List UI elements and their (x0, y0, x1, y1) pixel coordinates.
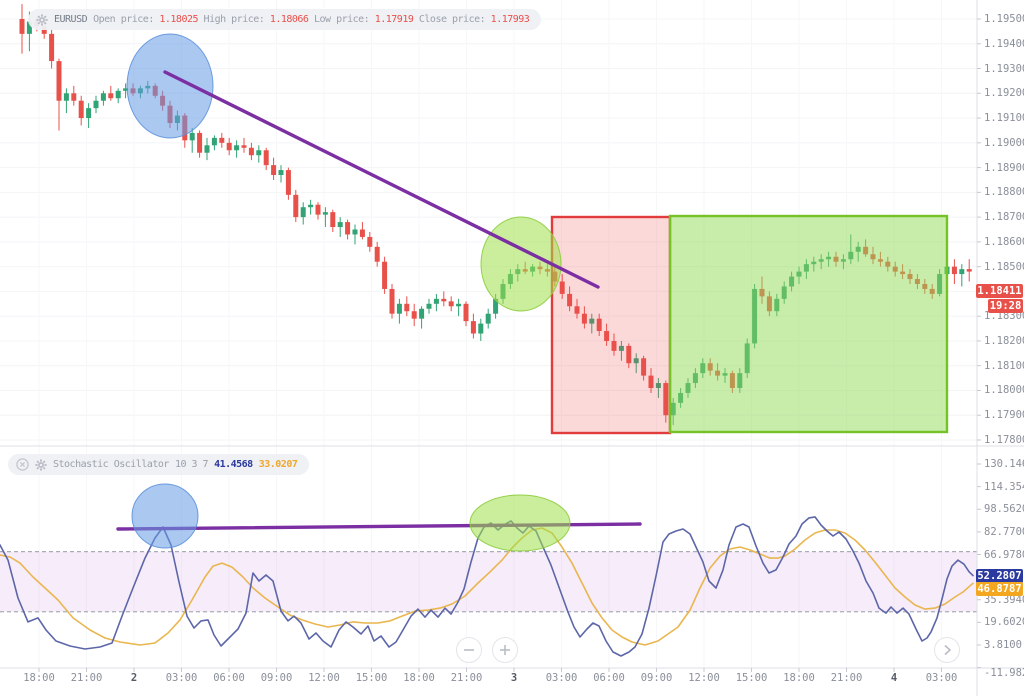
stoch-green-ellipse-annotation[interactable] (469, 494, 571, 552)
red-zone-annotation[interactable] (550, 215, 672, 435)
indicator-title: Stochastic Oscillator (53, 459, 169, 470)
time-axis-label: 21:00 (830, 672, 863, 684)
time-axis-label: 18:00 (23, 672, 55, 684)
zoom-out-button[interactable] (456, 637, 482, 663)
time-axis-label: 06:00 (213, 672, 245, 684)
stoch-k-badge: 52.2807 (976, 569, 1023, 583)
stoch-axis-label: 19.6020 (984, 616, 1024, 629)
ohlc-label: Open price: (93, 14, 160, 25)
gear-icon[interactable] (36, 13, 48, 26)
stoch-axis-label: 114.3540 (984, 480, 1024, 493)
time-axis-label: 12:00 (308, 672, 340, 684)
trendline-annotation[interactable] (163, 70, 600, 289)
price-axis-label: 1.18100 (984, 359, 1024, 372)
close-icon[interactable] (16, 458, 29, 471)
price-axis-label: 1.18600 (984, 235, 1024, 248)
countdown-badge: 19:28 (988, 299, 1023, 313)
ohlc-value: 1.17993 (490, 14, 530, 25)
symbol-ohlc-pill: EURUSD Open price: 1.18025 High price: 1… (28, 9, 542, 30)
indicator-params: 10 3 7 (174, 459, 209, 470)
ohlc-value: 1.18066 (269, 14, 309, 25)
price-axis-label: 1.19400 (984, 37, 1024, 50)
time-axis-day-label: 2 (130, 672, 138, 684)
ohlc-label: Close price: (413, 14, 491, 25)
time-axis-label: 03:00 (925, 672, 958, 684)
price-axis-label: 1.18900 (984, 161, 1024, 174)
time-axis-label: 09:00 (640, 672, 673, 684)
stoch-band (0, 551, 977, 612)
time-axis-label: 18:00 (783, 672, 815, 684)
time-axis-label: 06:00 (593, 672, 625, 684)
stoch-axis-label: 82.7700 (984, 525, 1024, 538)
ohlc-value: 1.18025 (159, 14, 199, 25)
price-axis-label: 1.18700 (984, 211, 1024, 224)
price-axis-label: 1.17800 (984, 434, 1024, 446)
stoch-axis-label: 3.8100 (984, 639, 1022, 651)
indicator-d-value: 33.0207 (258, 459, 298, 470)
price-axis-label: 1.18500 (984, 260, 1024, 273)
green-zone-annotation[interactable] (668, 214, 949, 434)
time-axis-label: 21:00 (70, 672, 103, 684)
time-axis-label: 18:00 (403, 672, 435, 684)
price-axis-label: 1.18200 (984, 334, 1024, 347)
stoch-axis-label: 35.3940 (984, 593, 1024, 606)
stoch-axis-label: 98.5620 (984, 503, 1024, 516)
ohlc-label: High price: (198, 14, 270, 25)
price-axis-label: 1.19500 (984, 13, 1024, 25)
price-axis-label: 1.19100 (984, 112, 1024, 125)
zoom-in-button[interactable] (492, 637, 518, 663)
price-axis-label: 1.19200 (984, 87, 1024, 100)
ohlc-label: Low price: (308, 14, 375, 25)
time-axis-label: 12:00 (688, 672, 720, 684)
price-axis-label: 1.17900 (984, 409, 1024, 422)
time-axis-label: 03:00 (165, 672, 198, 684)
indicator-pill: Stochastic Oscillator 10 3 7 41.4568 33.… (8, 454, 310, 475)
time-axis-label: 15:00 (735, 672, 768, 684)
scroll-right-button[interactable] (934, 637, 960, 663)
stoch-axis-label: 130.1460 (984, 458, 1024, 470)
ohlc-value: 1.17919 (374, 14, 414, 25)
symbol-label: EURUSD (54, 14, 88, 25)
price-axis-label: 1.19000 (984, 136, 1024, 149)
last-price-badge: 1.18411 (976, 284, 1023, 298)
price-axis-label: 1.18000 (984, 384, 1024, 397)
time-axis-label: 21:00 (450, 672, 483, 684)
gear-icon[interactable] (35, 458, 47, 471)
stoch-axis-label: -11.9820 (984, 667, 1024, 679)
stoch-axis-label: 66.9780 (984, 548, 1024, 561)
time-axis-label: 15:00 (355, 672, 388, 684)
time-axis-label: 03:00 (545, 672, 578, 684)
time-axis-day-label: 3 (510, 672, 518, 684)
time-axis-day-label: 4 (890, 672, 898, 684)
time-axis-label: 09:00 (260, 672, 293, 684)
ohlc-readout: Open price: 1.18025 High price: 1.18066 … (93, 14, 530, 25)
price-axis-label: 1.19300 (984, 62, 1024, 75)
price-axis-label: 1.18300 (984, 310, 1024, 323)
price-axis-label: 1.18800 (984, 186, 1024, 199)
blue-ellipse-annotation[interactable] (126, 33, 214, 139)
indicator-k-value: 41.4568 (214, 459, 253, 470)
stoch-d-badge: 46.8787 (976, 582, 1023, 596)
stoch-blue-ellipse-annotation[interactable] (131, 483, 199, 549)
